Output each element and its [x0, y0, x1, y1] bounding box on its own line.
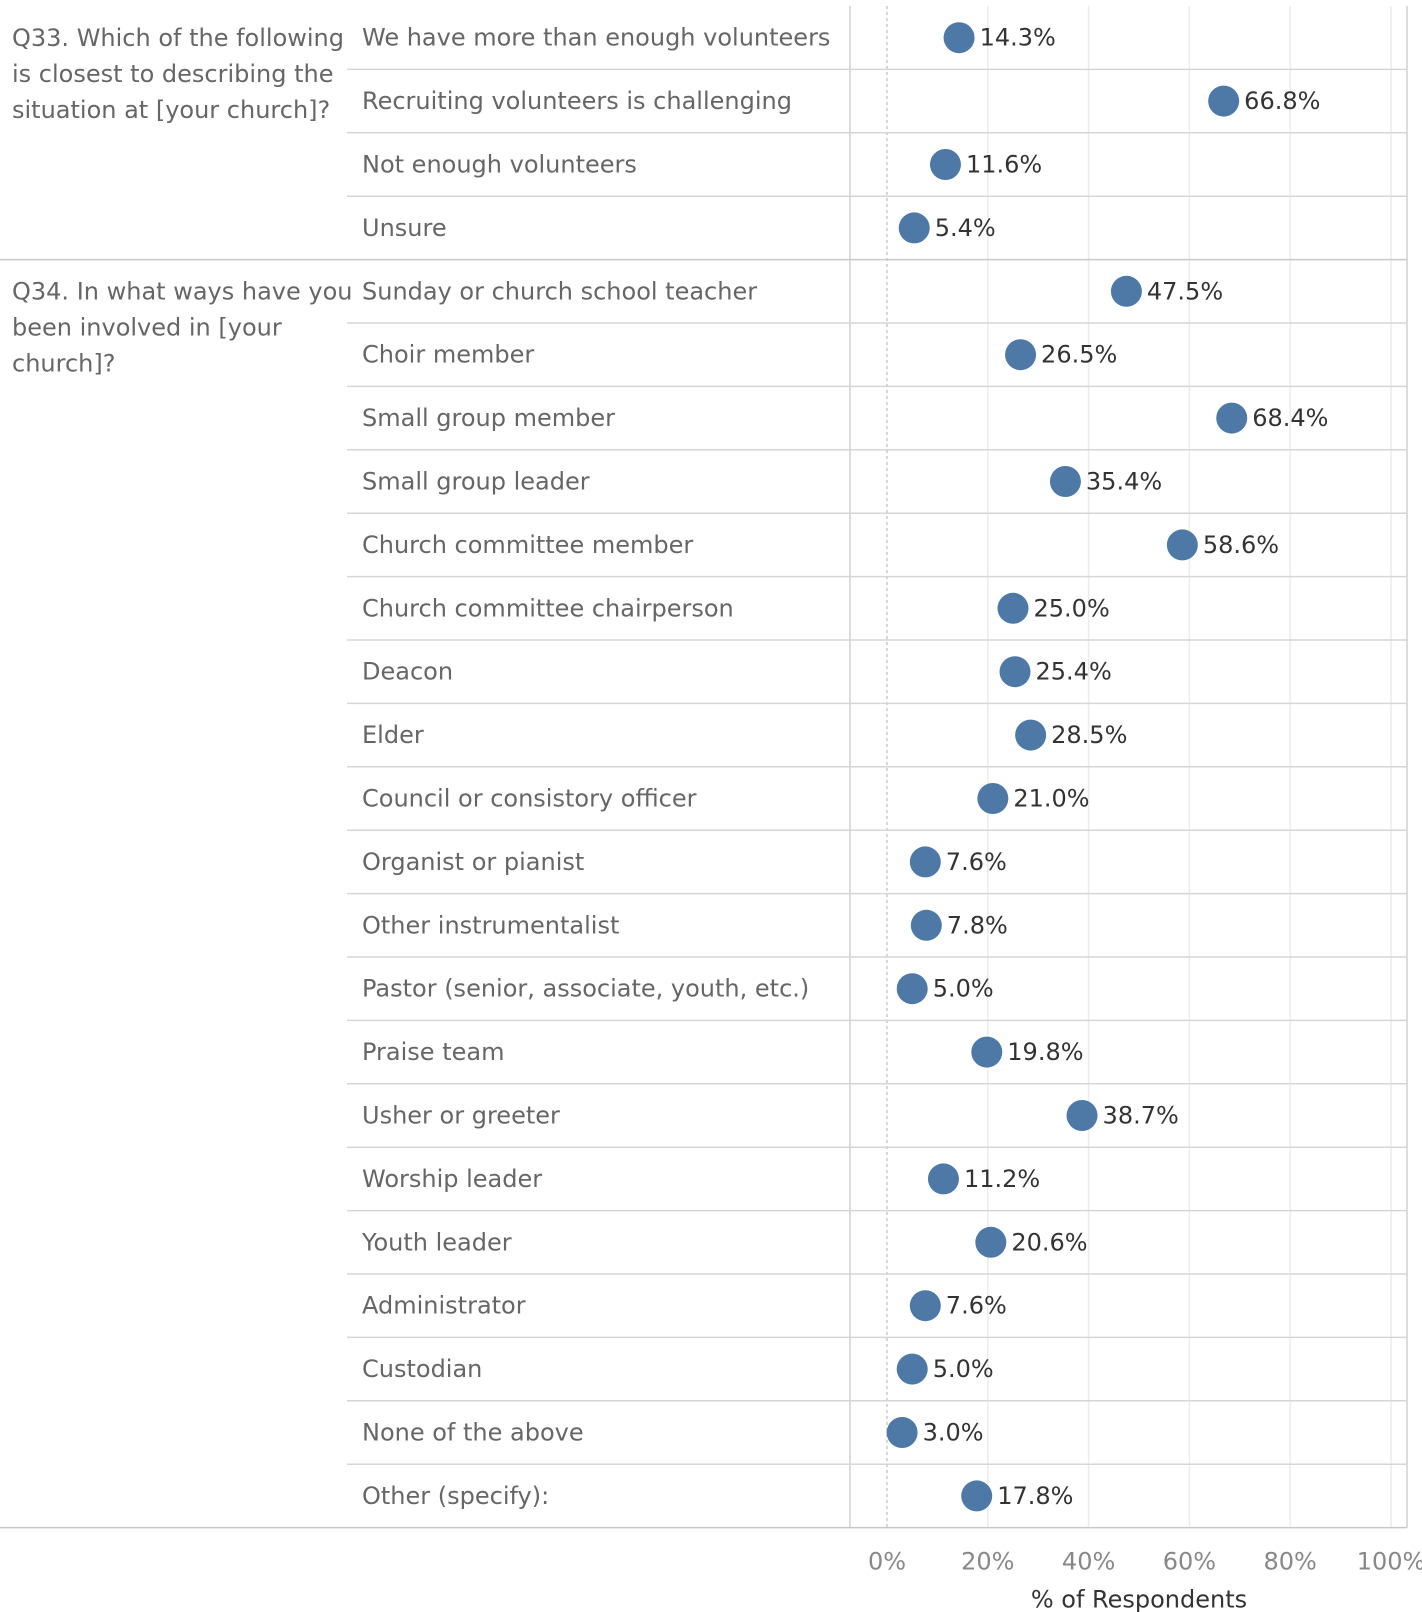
grid-layer	[0, 6, 1408, 1529]
category-label: Choir member	[362, 341, 534, 369]
value-label: 21.0%	[1013, 785, 1089, 813]
question-label: church]?	[12, 350, 115, 378]
category-label: Administrator	[362, 1292, 526, 1320]
value-label: 11.6%	[966, 151, 1042, 179]
data-point	[896, 973, 928, 1005]
data-point	[1216, 402, 1248, 434]
category-label: Sunday or church school teacher	[362, 277, 757, 305]
data-point	[977, 783, 1009, 814]
x-tick-label: 40%	[1062, 1548, 1115, 1576]
category-label: Worship leader	[362, 1165, 542, 1193]
x-axis: 0% 20% 40% 60% 80% 100% % of Respondents	[868, 1548, 1422, 1612]
value-label: 5.4%	[935, 214, 996, 242]
data-point	[1015, 719, 1047, 751]
category-label: Deacon	[362, 658, 453, 686]
data-point	[909, 1290, 941, 1322]
x-tick-label: 0%	[868, 1548, 906, 1576]
value-label: 35.4%	[1086, 468, 1162, 496]
question-label: Q33. Which of the following	[12, 24, 344, 52]
category-label: Other (specify):	[362, 1482, 549, 1510]
value-label: 25.0%	[1034, 594, 1110, 622]
value-label: 28.5%	[1051, 721, 1127, 749]
data-point	[1208, 85, 1240, 117]
data-point	[927, 1163, 959, 1195]
data-point	[910, 909, 942, 941]
value-label: 17.8%	[997, 1482, 1073, 1510]
category-label: Youth leader	[361, 1228, 512, 1256]
category-label: Elder	[362, 721, 424, 749]
value-label: 11.2%	[964, 1165, 1040, 1193]
x-tick-label: 100%	[1357, 1548, 1422, 1576]
value-label: 19.8%	[1007, 1038, 1083, 1066]
data-point	[1066, 1100, 1098, 1131]
value-label: 5.0%	[933, 975, 994, 1003]
data-point	[961, 1480, 993, 1512]
value-label: 68.4%	[1252, 404, 1328, 432]
value-label: 14.3%	[980, 24, 1056, 52]
question-label: Q34. In what ways have you	[12, 278, 352, 306]
data-point	[896, 1353, 928, 1385]
value-label: 20.6%	[1011, 1228, 1087, 1256]
category-label: Not enough volunteers	[362, 151, 637, 179]
value-label: 66.8%	[1244, 87, 1320, 115]
data-point	[898, 212, 930, 244]
value-label: 47.5%	[1147, 277, 1223, 305]
question-label: is closest to describing the	[12, 60, 333, 88]
x-tick-label: 20%	[961, 1548, 1014, 1576]
value-label: 38.7%	[1103, 1102, 1179, 1130]
category-label: Organist or pianist	[362, 848, 584, 876]
category-label: Small group member	[362, 404, 615, 432]
data-point	[943, 22, 975, 54]
data-point	[1110, 275, 1142, 307]
category-label: Recruiting volunteers is challenging	[362, 87, 792, 115]
x-tick-label: 80%	[1264, 1548, 1317, 1576]
data-point	[997, 592, 1029, 624]
value-label: 5.0%	[933, 1355, 994, 1383]
category-label: Unsure	[362, 214, 447, 242]
category-label: Church committee chairperson	[362, 594, 734, 622]
data-point	[999, 656, 1031, 688]
category-label: Church committee member	[362, 531, 693, 559]
value-label: 58.6%	[1203, 531, 1279, 559]
rows-layer: Q33. Which of the following is closest to…	[12, 22, 1328, 1512]
category-label: We have more than enough volunteers	[362, 24, 830, 52]
question-label: situation at [your church]?	[12, 96, 330, 124]
category-label: Usher or greeter	[362, 1102, 560, 1130]
category-label: Council or consistory officer	[362, 785, 697, 813]
category-label: Pastor (senior, associate, youth, etc.)	[362, 975, 809, 1003]
value-label: 7.6%	[946, 1292, 1007, 1320]
x-tick-label: 60%	[1163, 1548, 1216, 1576]
category-label: Praise team	[362, 1038, 504, 1066]
category-label: None of the above	[362, 1419, 584, 1447]
category-label: Small group leader	[362, 468, 590, 496]
data-point	[1005, 339, 1037, 371]
question-label: been involved in [your	[12, 314, 282, 342]
value-label: 3.0%	[923, 1419, 984, 1447]
data-point	[975, 1226, 1007, 1258]
value-label: 7.6%	[946, 848, 1007, 876]
data-point	[971, 1036, 1003, 1068]
data-point	[1049, 466, 1081, 497]
value-label: 7.8%	[947, 911, 1008, 939]
data-point	[929, 149, 961, 180]
value-label: 26.5%	[1041, 341, 1117, 369]
x-axis-title: % of Respondents	[1031, 1586, 1247, 1612]
category-label: Custodian	[362, 1355, 482, 1383]
value-label: 25.4%	[1036, 658, 1112, 686]
data-point	[909, 846, 941, 878]
category-label: Other instrumentalist	[362, 911, 619, 939]
data-point	[886, 1417, 918, 1448]
data-point	[1166, 529, 1198, 561]
